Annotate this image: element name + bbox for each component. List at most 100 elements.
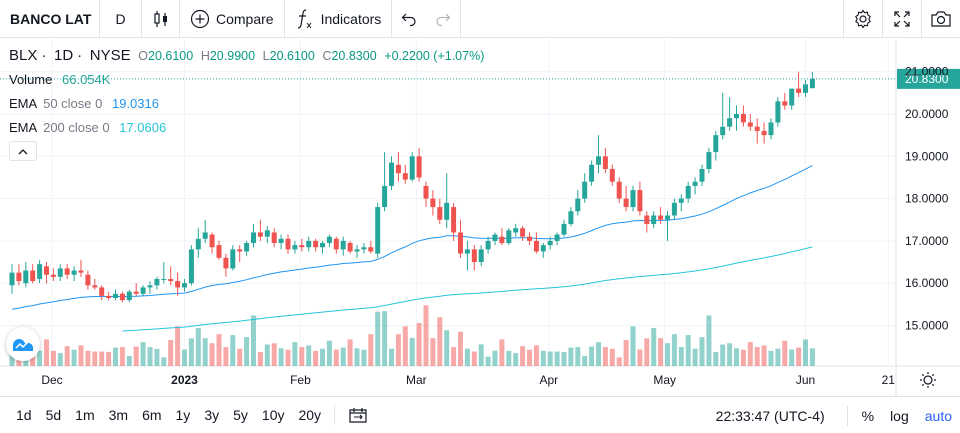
range-10y[interactable]: 10y — [261, 407, 285, 423]
volume-bar — [665, 343, 670, 366]
candle-body — [575, 198, 581, 212]
candle-body — [596, 156, 601, 165]
fullscreen-button[interactable] — [882, 0, 921, 38]
volume-bar — [561, 351, 567, 366]
compare-button[interactable]: Compare — [180, 0, 285, 38]
volume-bar — [789, 349, 795, 366]
candle-body — [389, 162, 394, 186]
low-value: 20.6100 — [269, 49, 315, 63]
volume-bar — [257, 351, 263, 366]
candle-body — [264, 230, 270, 237]
time-tick-label: Apr — [539, 373, 558, 387]
ema200-path — [122, 246, 813, 332]
volume-bar — [803, 339, 808, 366]
candle-body — [609, 168, 615, 182]
settings-button[interactable] — [843, 0, 882, 38]
time-tick-label: Feb — [290, 373, 311, 387]
time-tick-label: May — [653, 373, 676, 387]
snapshot-button[interactable] — [921, 0, 960, 38]
price-chart[interactable]: 20.8300 21.0000 20.0000 19.0000 18.0000 17.0… — [0, 39, 960, 396]
candle-body — [451, 207, 457, 233]
candle-body — [188, 249, 194, 284]
time-tick-label: Jun — [796, 373, 815, 387]
tradingview-logo[interactable] — [6, 327, 40, 361]
indicators-button[interactable]: Indicators — [285, 0, 393, 38]
volume-bar — [92, 351, 98, 366]
volume-bar — [237, 348, 243, 366]
legend-symbol[interactable]: BLX — [9, 47, 38, 64]
volume-bar — [133, 346, 139, 366]
low-label: L — [262, 49, 270, 63]
redo-button[interactable] — [426, 0, 462, 38]
candle-body — [195, 238, 201, 250]
function-icon — [297, 8, 311, 29]
candle-body — [299, 245, 305, 248]
candle-body — [651, 215, 657, 224]
range-3m[interactable]: 3m — [108, 407, 129, 423]
price-axis-panel[interactable] — [896, 39, 960, 366]
candle-body — [175, 281, 181, 288]
candle-body — [16, 272, 22, 282]
volume-bar — [78, 345, 84, 366]
undo-button[interactable] — [392, 0, 426, 38]
volume-bar — [775, 348, 781, 366]
ema200-params: 200 close 0 — [43, 120, 110, 135]
candle-body — [37, 264, 43, 279]
symbol-search-button[interactable]: BANCO LAT — [0, 0, 100, 38]
volume-bar — [106, 351, 112, 366]
volume-bar — [423, 305, 429, 366]
interval-button[interactable]: D — [100, 0, 142, 38]
range-3y[interactable]: 3y — [204, 407, 220, 423]
candle-body — [768, 122, 774, 136]
volume-bar — [44, 339, 49, 366]
go-to-date-button[interactable] — [341, 407, 375, 423]
volume-bar — [271, 343, 277, 366]
clock-time[interactable]: 22:33:47 (UTC-4) — [715, 407, 825, 424]
volume-bar — [547, 351, 553, 366]
percent-toggle[interactable]: % — [861, 407, 875, 424]
candle-body — [154, 278, 160, 286]
volume-bar — [727, 343, 733, 366]
volume-bar — [437, 317, 443, 366]
candle-body — [458, 232, 463, 254]
range-1y[interactable]: 1y — [175, 407, 191, 423]
range-5y[interactable]: 5y — [233, 407, 248, 423]
range-6m[interactable]: 6m — [142, 407, 162, 423]
volume-bar — [444, 330, 450, 366]
volume-bar — [320, 348, 325, 366]
range-5d[interactable]: 5d — [45, 407, 62, 423]
candle-body — [520, 228, 526, 237]
candle-body — [57, 268, 63, 277]
candle-body — [30, 270, 36, 282]
candle-body — [182, 283, 187, 288]
auto-toggle[interactable]: auto — [924, 407, 952, 424]
range-1m[interactable]: 1m — [75, 407, 95, 423]
legend-ema50-row[interactable]: EMA 50 close 0 19.0316 — [9, 94, 488, 118]
candle-body — [230, 249, 236, 269]
candle-body — [789, 88, 795, 106]
volume-bar — [347, 339, 353, 366]
volume-bar — [278, 348, 284, 366]
volume-bar — [126, 355, 132, 366]
range-1d[interactable]: 1d — [16, 407, 32, 423]
candle-body — [78, 270, 84, 273]
volume-bar — [175, 326, 181, 366]
legend-collapse-button[interactable] — [9, 141, 37, 161]
chart-style-button[interactable] — [142, 0, 180, 38]
volume-bar — [540, 350, 546, 366]
volume-bar — [223, 347, 229, 366]
legend-volume-row[interactable]: Volume 66.054K — [9, 70, 488, 94]
candle-body — [326, 236, 332, 244]
compare-label: Compare — [216, 10, 274, 27]
log-toggle[interactable]: log — [890, 407, 909, 424]
volume-bar — [395, 334, 401, 366]
legend-ema200-row[interactable]: EMA 200 close 0 17.0606 — [9, 118, 488, 142]
range-20y[interactable]: 20y — [298, 407, 322, 423]
price-tick-label: 20.0000 — [905, 107, 949, 121]
volume-bar — [734, 348, 739, 366]
time-axis-settings-button[interactable] — [920, 372, 936, 388]
candle-body — [437, 207, 443, 220]
candle-body — [354, 249, 360, 252]
candle-body — [368, 247, 374, 252]
candle-body — [796, 88, 802, 93]
